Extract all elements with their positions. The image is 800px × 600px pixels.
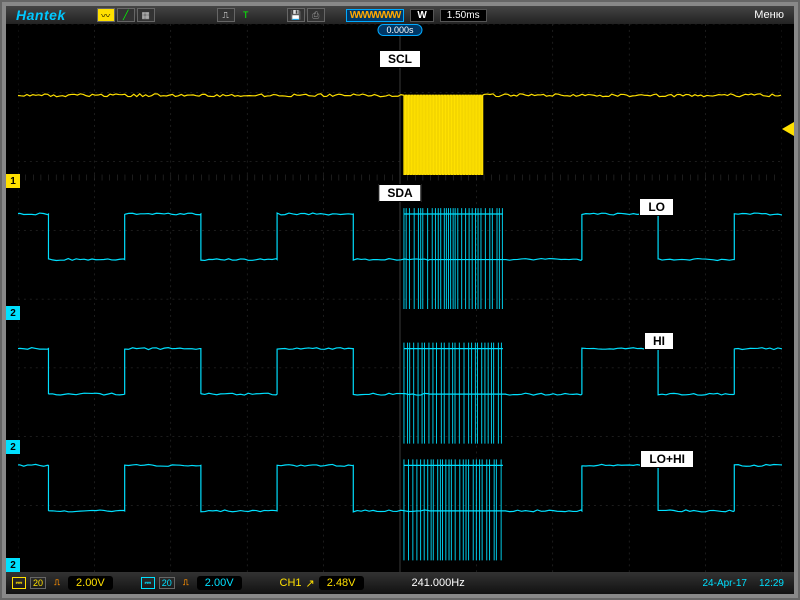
ch1-probe-icon: ⎍	[50, 577, 64, 589]
waveform-canvas	[18, 24, 782, 574]
bottom-bar: ⎓ 20 ⎍ 2.00V ⎓ 20 ⎍ 2.00V CH1 ↗ 2.48V 24…	[6, 572, 794, 594]
menu-button[interactable]: Меню	[744, 9, 794, 21]
lohi-label: LO+HI	[640, 450, 694, 468]
trigger-level-arrow	[782, 122, 794, 136]
ch2-coupling-icon: ⎓	[141, 577, 155, 589]
trigger-edge-icon: ↗	[306, 577, 315, 590]
ch2-ground-marker-a: 2	[6, 306, 20, 320]
ch2-probe-icon: ⎍	[179, 577, 193, 589]
ch1-bwlimit: 20	[30, 577, 46, 589]
trigger-mode-icon[interactable]: ⎍	[217, 8, 235, 22]
edge-icon[interactable]: ╱	[117, 8, 135, 22]
zoom-waveform-icon[interactable]: WWWWWW	[346, 9, 405, 22]
ch2-bwlimit: 20	[159, 577, 175, 589]
ch2-ground-marker-c: 2	[6, 558, 20, 572]
waveform-mode-icon[interactable]: 〰	[97, 8, 115, 22]
ch1-volts-readout: 2.00V	[68, 576, 113, 590]
waveform-grid	[18, 24, 782, 572]
scl-label: SCL	[379, 50, 421, 68]
print-icon[interactable]: ⎙	[307, 8, 325, 22]
ch1-coupling-icon: ⎓	[12, 577, 26, 589]
time-readout: 12:29	[755, 578, 788, 589]
brand-logo: Hantek	[6, 7, 76, 23]
window-indicator: W	[410, 9, 433, 22]
lo-label: LO	[639, 198, 674, 216]
ch2-ground-marker-b: 2	[6, 440, 20, 454]
ch1-ground-marker: 1	[6, 174, 20, 188]
frequency-readout: 241.000Hz	[412, 577, 465, 589]
save-icon[interactable]: 💾	[287, 8, 305, 22]
probe-icon[interactable]: ▦	[137, 8, 155, 22]
trigger-time-readout: 0.000s	[377, 24, 422, 36]
sda-label: SDA	[378, 184, 421, 202]
ch2-volts-readout: 2.00V	[197, 576, 242, 590]
top-bar: Hantek 〰 ╱ ▦ ⎍ T 💾 ⎙ WWWWWW W 1.50ms Мен…	[6, 6, 794, 24]
hi-label: HI	[644, 332, 674, 350]
trigger-channel-readout: CH1	[280, 577, 302, 589]
trigger-level-readout: 2.48V	[319, 576, 364, 590]
date-readout: 24-Apr-17	[699, 578, 751, 589]
timebase-readout: 1.50ms	[440, 9, 487, 22]
oscilloscope-frame: Hantek 〰 ╱ ▦ ⎍ T 💾 ⎙ WWWWWW W 1.50ms Мен…	[0, 0, 800, 600]
trigger-status-icon[interactable]: T	[237, 8, 255, 22]
display-area: Hantek 〰 ╱ ▦ ⎍ T 💾 ⎙ WWWWWW W 1.50ms Мен…	[6, 6, 794, 594]
